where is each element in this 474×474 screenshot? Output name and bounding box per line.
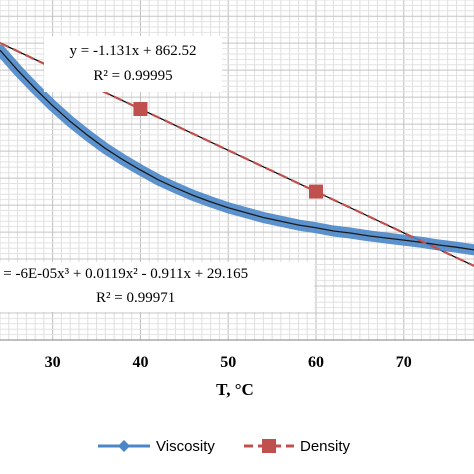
x-axis-title: T, °C xyxy=(216,380,254,399)
legend-item-density: Density xyxy=(244,438,351,455)
x-tick-label: 70 xyxy=(396,354,412,371)
x-tick-labels: 30 40 50 60 70 xyxy=(45,354,412,371)
linear-equation: y = -1.131x + 862.52 xyxy=(70,43,197,59)
trendline-label-poly: y = -6E-05x³ + 0.0119x² - 0.911x + 29.16… xyxy=(0,262,314,312)
x-tick-label: 40 xyxy=(132,354,148,371)
poly-equation: y = -6E-05x³ + 0.0119x² - 0.911x + 29.16… xyxy=(0,266,248,282)
legend-viscosity-marker xyxy=(118,440,130,452)
linear-r2: R² = 0.99995 xyxy=(93,68,172,84)
x-tick-label: 30 xyxy=(45,354,61,371)
legend-density-marker xyxy=(262,439,276,453)
x-tick-label: 50 xyxy=(220,354,236,371)
legend-density-label: Density xyxy=(300,438,351,455)
legend-viscosity-label: Viscosity xyxy=(156,438,215,455)
density-point xyxy=(309,184,323,199)
legend-item-viscosity: Viscosity xyxy=(98,438,215,455)
poly-r2: R² = 0.99971 xyxy=(96,290,175,306)
density-point xyxy=(133,102,148,117)
poly-trendline xyxy=(0,49,474,251)
trendline-label-linear: y = -1.131x + 862.52 R² = 0.99995 xyxy=(44,36,222,92)
legend: Viscosity Density xyxy=(98,438,351,455)
x-tick-label: 60 xyxy=(308,354,324,371)
